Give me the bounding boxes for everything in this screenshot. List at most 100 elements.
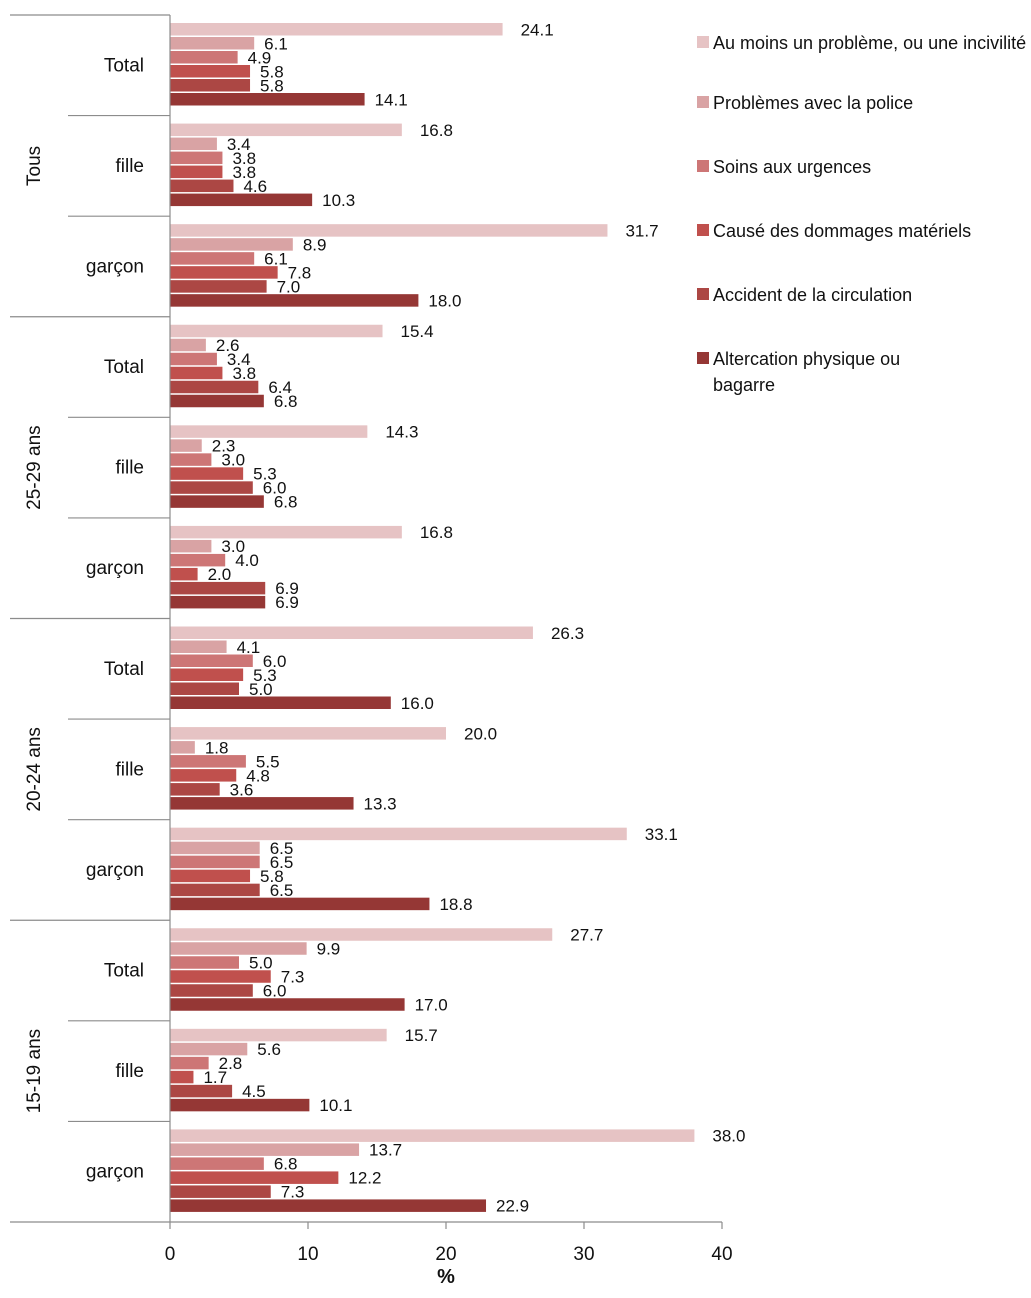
- bar: [170, 1028, 387, 1042]
- legend-swatch: [697, 352, 709, 364]
- data-label: 26.3: [551, 624, 584, 643]
- bar: [170, 165, 223, 179]
- bar: [170, 37, 255, 50]
- data-label: 6.9: [275, 579, 299, 598]
- data-label: 8.9: [303, 235, 327, 254]
- data-label: 22.9: [496, 1197, 529, 1216]
- data-label: 9.9: [317, 940, 341, 959]
- legend-label: Au moins un problème, ou une incivilité: [713, 33, 1027, 53]
- data-label: 33.1: [645, 825, 678, 844]
- data-label: 6.4: [268, 378, 292, 397]
- bar: [170, 137, 217, 151]
- data-label: 14.3: [385, 423, 418, 442]
- row-label: garçon: [86, 558, 144, 579]
- bar: [170, 252, 255, 265]
- bar: [170, 696, 391, 709]
- row-label: fille: [115, 156, 144, 177]
- bar: [170, 869, 251, 883]
- data-label: 2.0: [208, 565, 232, 584]
- row-label: Total: [104, 55, 144, 76]
- bar: [170, 352, 217, 366]
- data-label: 1.8: [205, 738, 229, 757]
- legend-item-dommages: Causé des dommages matériels: [697, 218, 971, 244]
- legend-item-altercation: Altercation physique ou bagarre: [697, 346, 963, 398]
- bar: [170, 238, 293, 251]
- data-label: 10.3: [322, 191, 355, 210]
- bar: [170, 741, 195, 754]
- bar: [170, 640, 227, 653]
- bar: [170, 1042, 248, 1056]
- row-label: Total: [104, 659, 144, 680]
- bar: [170, 1199, 487, 1212]
- data-label: 7.3: [281, 1183, 305, 1202]
- bar: [170, 481, 253, 494]
- row-label: garçon: [86, 860, 144, 881]
- x-tick-label: 20: [435, 1244, 456, 1265]
- data-label: 5.8: [260, 867, 284, 886]
- data-label: 2.3: [212, 437, 236, 456]
- group-label: 25-29 ans: [24, 425, 45, 510]
- bar: [170, 567, 198, 581]
- bar: [170, 668, 244, 681]
- bar: [170, 769, 237, 782]
- data-label: 6.0: [263, 479, 287, 498]
- legend-item-police: Problèmes avec la police: [697, 90, 913, 116]
- data-label: 3.4: [227, 350, 251, 369]
- bar: [170, 984, 253, 997]
- bar: [170, 942, 307, 955]
- bar: [170, 1070, 194, 1084]
- bar: [170, 841, 260, 855]
- bar: [170, 956, 239, 969]
- bar: [170, 1157, 264, 1170]
- bar: [170, 682, 239, 695]
- bar: [170, 467, 244, 480]
- row-label: Total: [104, 961, 144, 982]
- bar: [170, 224, 608, 237]
- bar: [170, 425, 368, 438]
- bar: [170, 79, 251, 92]
- bar: [170, 525, 402, 539]
- bar: [170, 179, 234, 193]
- data-label: 20.0: [464, 724, 497, 743]
- data-label: 3.8: [232, 163, 256, 182]
- bar: [170, 797, 354, 810]
- row-label: garçon: [86, 1162, 144, 1183]
- x-tick-label: 10: [297, 1244, 318, 1265]
- data-label: 7.8: [288, 263, 312, 282]
- data-label: 2.8: [219, 1054, 243, 1073]
- data-label: 4.5: [242, 1082, 266, 1101]
- data-label: 3.4: [227, 135, 251, 154]
- data-label: 7.0: [277, 277, 301, 296]
- data-label: 3.8: [232, 364, 256, 383]
- data-label: 31.7: [625, 221, 658, 240]
- x-tick-label: 0: [165, 1244, 176, 1265]
- data-label: 14.1: [375, 90, 408, 109]
- x-tick-label: 40: [711, 1244, 732, 1265]
- data-label: 3.8: [232, 149, 256, 168]
- bar: [170, 338, 206, 352]
- bar: [170, 439, 202, 452]
- data-label: 38.0: [712, 1127, 745, 1146]
- data-label: 16.0: [401, 694, 434, 713]
- bar: [170, 855, 260, 869]
- bar: [170, 366, 223, 380]
- data-label: 1.7: [203, 1068, 227, 1087]
- legend-label: Soins aux urgences: [713, 157, 872, 177]
- bar: [170, 1056, 209, 1070]
- bar: [170, 1171, 339, 1184]
- data-label: 4.9: [248, 48, 272, 67]
- data-label: 5.3: [253, 465, 277, 484]
- bar: [170, 93, 365, 106]
- bar: [170, 998, 405, 1011]
- bar: [170, 123, 402, 137]
- data-label: 15.7: [405, 1026, 438, 1045]
- row-label: fille: [115, 1061, 144, 1082]
- bar: [170, 266, 278, 279]
- data-label: 6.8: [274, 1155, 298, 1174]
- data-label: 4.8: [246, 766, 270, 785]
- data-label: 18.8: [439, 895, 472, 914]
- bar: [170, 595, 266, 609]
- data-label: 4.0: [235, 551, 259, 570]
- legend-label: Altercation physique ou bagarre: [713, 349, 901, 395]
